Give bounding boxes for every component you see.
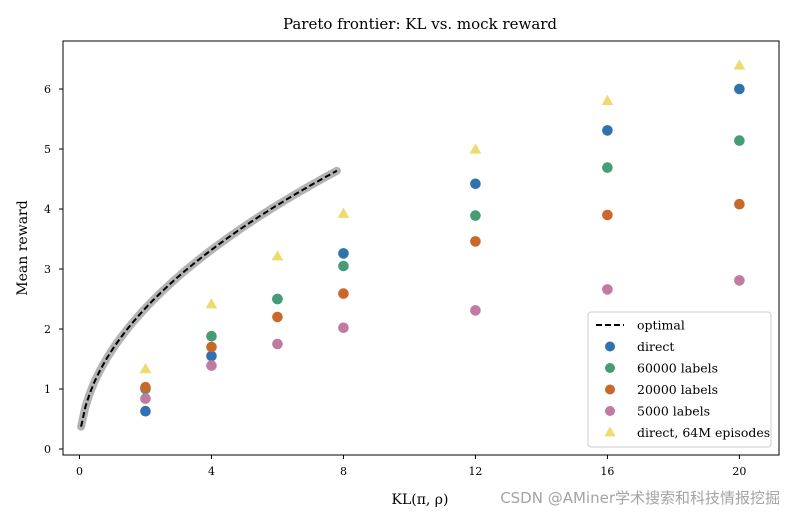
legend-label-5000-labels: 5000 labels: [637, 404, 710, 419]
20000-labels-point: [470, 236, 481, 247]
direct-64m-episodes-point: [139, 363, 152, 374]
60000-labels-point: [602, 162, 613, 173]
5000-labels-point: [140, 393, 151, 404]
5000-labels-point: [734, 275, 745, 286]
x-tick-label: 20: [732, 465, 746, 478]
y-tick-label: 2: [44, 323, 51, 336]
direct-point: [206, 350, 217, 362]
legend: optimal direct 60000 labels 20000 labels 500…: [587, 311, 772, 448]
direct-point: [602, 125, 613, 136]
x-tick-label: 4: [208, 465, 215, 478]
x-tick-label: 0: [76, 465, 83, 478]
direct-64m-episodes-point: [601, 94, 614, 106]
legend-label-60000-labels: 60000 labels: [637, 361, 718, 376]
x-tick-label: 8: [340, 465, 347, 478]
watermark-text: CSDN @AMiner学术搜索和科技情报挖掘: [500, 489, 780, 507]
legend-label-direct: direct: [637, 339, 674, 354]
60000-labels-point: [734, 135, 745, 146]
direct-point: [338, 248, 349, 259]
20000-labels-point: [734, 198, 745, 210]
direct-point: [140, 405, 151, 417]
y-tick-label: 5: [44, 143, 51, 156]
20000-labels-point: [206, 341, 217, 353]
60000-labels-point: [272, 293, 283, 305]
x-tick-label: 12: [468, 465, 482, 478]
5000-labels-point: [206, 360, 217, 371]
20000-labels-point: [140, 381, 151, 393]
y-tick-label: 1: [44, 383, 51, 396]
legend-label-direct-64m-episodes: direct, 64M episodes: [637, 425, 770, 440]
legend-swatch-20000-labels: [605, 384, 615, 395]
legend-swatch-direct-64m-episodes: [604, 426, 616, 437]
direct-64m-episodes-point: [205, 298, 218, 309]
y-tick-label: 3: [44, 263, 51, 276]
5000-labels-point: [602, 284, 613, 295]
y-tick-label: 4: [44, 203, 51, 216]
x-axis-label: KL(π, ρ): [391, 492, 448, 508]
60000-labels-point: [206, 330, 217, 342]
data-points-layer: [139, 59, 746, 417]
5000-labels-point: [272, 338, 283, 350]
optimal-curve: [80, 169, 338, 427]
y-tick-label: 0: [44, 443, 51, 456]
20000-labels-point: [272, 311, 283, 323]
direct-64m-episodes-point: [469, 143, 482, 154]
direct-64m-episodes-point: [733, 59, 746, 70]
60000-labels-point: [338, 260, 349, 272]
legend-swatch-5000-labels: [605, 406, 615, 416]
y-axis-label: Mean reward: [15, 200, 31, 295]
legend-label-20000-labels: 20000 labels: [637, 382, 718, 397]
direct-64m-episodes-point: [337, 207, 350, 218]
20000-labels-point: [602, 209, 613, 221]
optimal-curve-layer: [80, 169, 338, 427]
direct-64m-episodes-point: [271, 250, 284, 261]
direct-point: [470, 178, 481, 190]
optimal-uncertainty-band: [77, 166, 341, 431]
20000-labels-point: [338, 288, 349, 299]
legend-box: [587, 311, 772, 448]
y-tick-label: 6: [44, 83, 51, 96]
x-tick-label: 16: [600, 465, 614, 478]
legend-swatch-60000-labels: [605, 363, 615, 373]
legend-swatch-direct: [605, 341, 615, 352]
5000-labels-point: [338, 322, 349, 334]
legend-label-optimal: optimal: [637, 318, 685, 333]
5000-labels-point: [470, 305, 481, 316]
optimal-band-layer: [77, 166, 341, 431]
chart-title: Pareto frontier: KL vs. mock reward: [283, 15, 557, 33]
direct-point: [734, 83, 745, 95]
60000-labels-point: [470, 210, 481, 221]
plot-frame: [62, 40, 780, 456]
